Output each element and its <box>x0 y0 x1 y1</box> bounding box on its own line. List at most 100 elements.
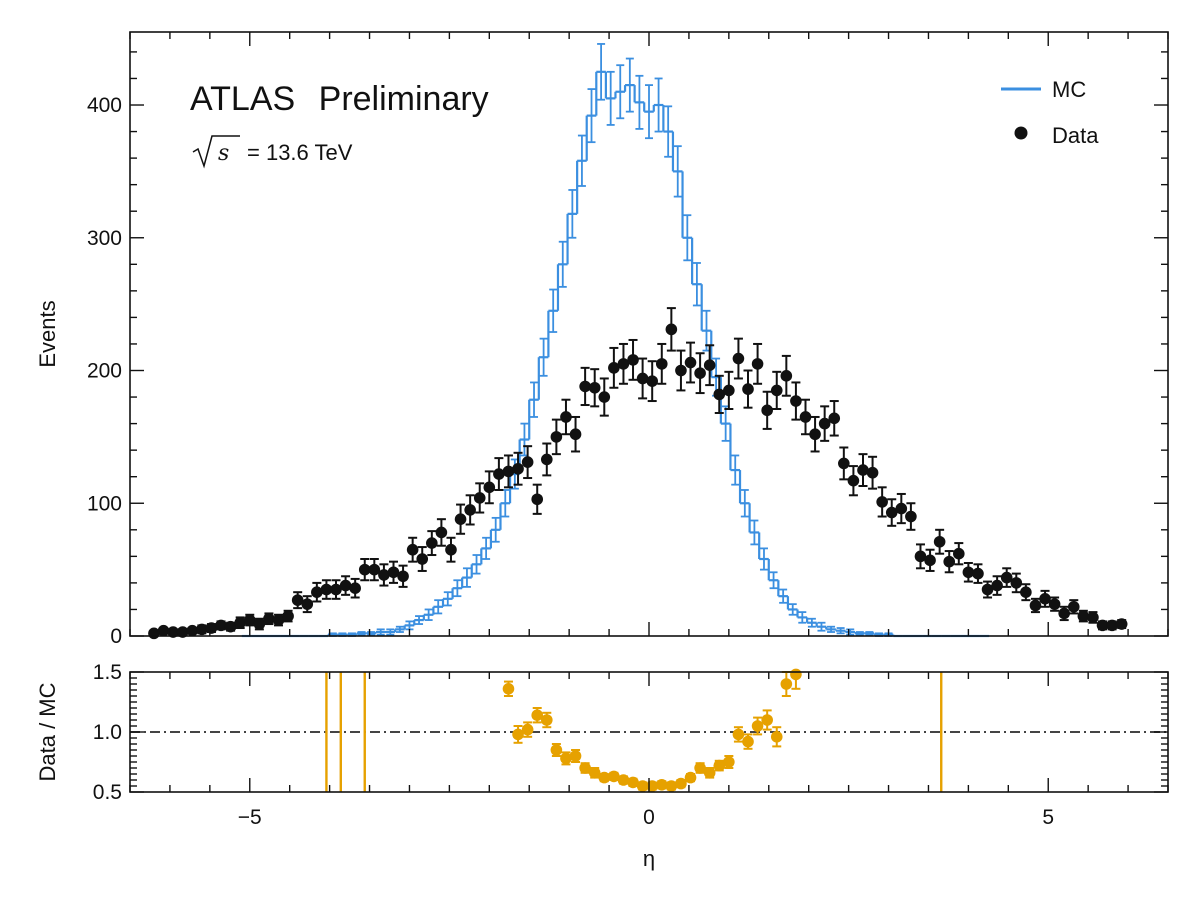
data-marker <box>416 553 429 565</box>
ratio-point <box>770 726 783 748</box>
ratio-marker <box>598 771 611 784</box>
ratio-y-tick-labels: 0.5 1.0 1.5 <box>93 661 122 804</box>
data-point <box>953 542 965 566</box>
data-marker <box>732 352 745 365</box>
mc-bin <box>529 357 540 418</box>
main-axis-ticks <box>129 32 1169 637</box>
y-tick-label: 400 <box>87 94 122 117</box>
data-marker <box>282 610 294 622</box>
data-point <box>665 307 678 352</box>
data-marker <box>972 567 984 580</box>
data-point <box>598 377 611 417</box>
ratio-marker <box>790 668 802 681</box>
mc-bin <box>749 519 761 560</box>
data-marker <box>1077 610 1090 622</box>
data-point <box>368 558 381 582</box>
data-marker <box>483 481 496 494</box>
data-point <box>483 470 496 505</box>
ratio-point <box>608 770 620 783</box>
data-point <box>617 342 630 385</box>
data-point <box>454 503 467 535</box>
ratio-point <box>579 762 591 774</box>
mc-bin <box>500 474 512 518</box>
ratio-point <box>655 779 668 791</box>
data-marker <box>914 550 927 563</box>
data-marker <box>157 624 170 637</box>
data-marker <box>655 358 668 370</box>
mc-bin <box>797 611 809 624</box>
data-point <box>1096 619 1109 632</box>
data-point <box>828 400 841 437</box>
ratio-point <box>742 733 754 750</box>
mc-bin <box>855 631 865 636</box>
data-point <box>311 581 323 603</box>
data-marker <box>253 618 266 630</box>
ratio-point <box>723 755 735 769</box>
mc-bin <box>682 214 694 285</box>
data-point <box>608 346 620 389</box>
data-marker <box>263 612 275 625</box>
x-tick-label: −5 <box>238 806 262 829</box>
mc-bin <box>414 614 425 625</box>
data-point <box>330 579 342 600</box>
ratio-marker <box>608 770 620 783</box>
data-point <box>1077 609 1090 623</box>
ratio-point <box>550 743 563 757</box>
mc-bin <box>538 310 550 377</box>
mc-bin <box>644 84 655 140</box>
ratio-marker <box>761 714 773 726</box>
y-tick-label: 100 <box>87 492 122 515</box>
data-marker <box>598 391 611 403</box>
ratio-marker <box>588 767 601 779</box>
data-marker <box>176 626 189 638</box>
data-point <box>962 561 975 583</box>
ratio-point <box>617 774 630 786</box>
mc-bin <box>586 71 598 144</box>
y-tick-label: 0 <box>110 625 122 648</box>
data-point <box>512 451 524 486</box>
data-point <box>196 623 208 636</box>
data-point <box>464 494 476 526</box>
ratio-point <box>703 767 716 779</box>
data-marker <box>703 359 716 371</box>
sqrt-radical-icon <box>192 135 240 169</box>
ratio-point <box>627 776 639 789</box>
data-marker <box>339 579 352 592</box>
data-point <box>531 483 544 515</box>
y-tick-label: 300 <box>87 227 122 250</box>
data-marker <box>588 381 601 394</box>
data-marker <box>205 622 218 634</box>
mc-bin <box>634 74 646 130</box>
ratio-marker <box>723 756 735 768</box>
data-point <box>838 446 850 481</box>
data-point <box>1067 599 1080 615</box>
data-marker <box>809 428 821 441</box>
ratio-marker <box>550 744 563 756</box>
data-point <box>1115 618 1128 630</box>
data-point <box>473 482 486 514</box>
data-marker <box>646 375 658 387</box>
data-marker <box>608 362 620 374</box>
experiment-name: ATLAS <box>190 80 295 118</box>
mc-bin <box>845 628 857 636</box>
mc-bin <box>395 625 406 633</box>
ratio-point <box>540 711 553 729</box>
ratio-point <box>675 777 687 790</box>
data-point <box>253 617 266 631</box>
data-point <box>550 418 563 456</box>
mc-bin <box>481 529 493 560</box>
ratio-marker <box>627 776 639 789</box>
data-point <box>493 457 505 491</box>
data-point <box>1029 597 1042 614</box>
data-point <box>569 415 582 453</box>
data-point <box>502 454 515 489</box>
data-marker <box>550 431 563 443</box>
data-marker <box>847 474 860 487</box>
ratio-point <box>684 771 697 784</box>
data-marker <box>445 543 457 556</box>
y-axis-title: Events <box>35 300 60 367</box>
mc-bin <box>835 627 847 635</box>
data-point <box>579 366 591 407</box>
data-marker <box>387 566 400 579</box>
